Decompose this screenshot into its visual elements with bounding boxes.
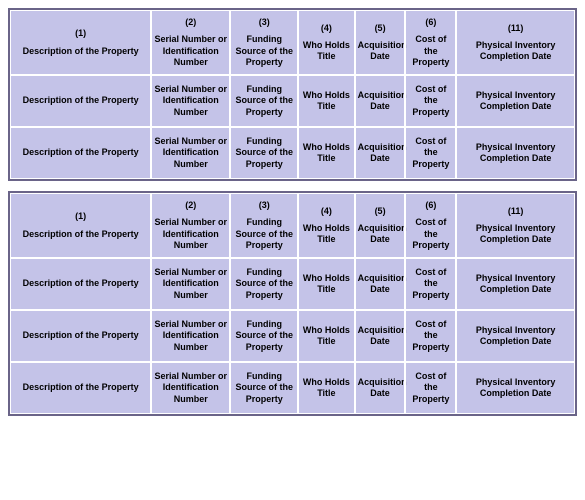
header-cell-serial: (2) Serial Number or Identification Numbe… [151,193,230,258]
header-cell-description: (1) Description of the Property [10,193,151,258]
col-label: Acquisition Date [358,40,407,61]
col-num: (2) [154,17,227,28]
col-label: Acquisition Date [358,223,407,244]
col-label: Funding Source of the Property [235,217,293,250]
property-table-1: (1) Description of the Property (2) Serial… [8,8,577,181]
cell-title: Who Holds Title [298,127,355,179]
cell-cost: Cost of the Property [405,362,456,414]
cell-serial: Serial Number or Identification Number [151,258,230,310]
cell-funding: Funding Source of the Property [230,127,298,179]
cell-description: Description of the Property [10,75,151,127]
col-label: Cost of the Property [412,34,449,67]
cell-cost: Cost of the Property [405,127,456,179]
cell-description: Description of the Property [10,310,151,362]
col-label: Funding Source of the Property [235,34,293,67]
header-cell-title: (4) Who Holds Title [298,193,355,258]
property-table-2: (1) Description of the Property (2) Serial… [8,191,577,416]
col-label: Serial Number or Identification Number [155,217,228,250]
table-row: Description of the Property Serial Numbe… [10,127,575,179]
header-cell-inventory: (11) Physical Inventory Completion Date [456,193,575,258]
table-row: Description of the Property Serial Numbe… [10,310,575,362]
col-num: (4) [301,23,352,34]
col-num: (4) [301,206,352,217]
col-num: (11) [459,206,572,217]
cell-cost: Cost of the Property [405,258,456,310]
cell-serial: Serial Number or Identification Number [151,127,230,179]
table-row: Description of the Property Serial Numbe… [10,258,575,310]
cell-funding: Funding Source of the Property [230,258,298,310]
header-row: (1) Description of the Property (2) Serial… [10,10,575,75]
col-label: Description of the Property [23,229,139,239]
header-cell-inventory: (11) Physical Inventory Completion Date [456,10,575,75]
cell-inventory: Physical Inventory Completion Date [456,127,575,179]
header-cell-funding: (3) Funding Source of the Property [230,193,298,258]
cell-title: Who Holds Title [298,362,355,414]
header-cell-serial: (2) Serial Number or Identification Numbe… [151,10,230,75]
header-cell-cost: (6) Cost of the Property [405,10,456,75]
cell-acquisition: Acquisition Date [355,310,406,362]
cell-cost: Cost of the Property [405,310,456,362]
col-num: (11) [459,23,572,34]
cell-funding: Funding Source of the Property [230,362,298,414]
col-num: (3) [233,200,295,211]
header-cell-cost: (6) Cost of the Property [405,193,456,258]
cell-acquisition: Acquisition Date [355,127,406,179]
cell-title: Who Holds Title [298,310,355,362]
cell-description: Description of the Property [10,127,151,179]
cell-acquisition: Acquisition Date [355,362,406,414]
col-num: (3) [233,17,295,28]
cell-inventory: Physical Inventory Completion Date [456,310,575,362]
cell-serial: Serial Number or Identification Number [151,75,230,127]
col-num: (6) [408,200,453,211]
header-row: (1) Description of the Property (2) Serial… [10,193,575,258]
col-num: (6) [408,17,453,28]
cell-inventory: Physical Inventory Completion Date [456,258,575,310]
col-num: (5) [358,206,403,217]
col-label: Who Holds Title [303,223,350,244]
cell-cost: Cost of the Property [405,75,456,127]
col-num: (1) [13,28,148,39]
cell-inventory: Physical Inventory Completion Date [456,75,575,127]
cell-serial: Serial Number or Identification Number [151,362,230,414]
col-label: Physical Inventory Completion Date [476,40,556,61]
cell-funding: Funding Source of the Property [230,75,298,127]
table-row: Description of the Property Serial Numbe… [10,362,575,414]
col-num: (1) [13,211,148,222]
cell-description: Description of the Property [10,362,151,414]
cell-acquisition: Acquisition Date [355,258,406,310]
col-label: Physical Inventory Completion Date [476,223,556,244]
header-cell-title: (4) Who Holds Title [298,10,355,75]
header-cell-description: (1) Description of the Property [10,10,151,75]
col-num: (2) [154,200,227,211]
col-label: Cost of the Property [412,217,449,250]
header-cell-acquisition: (5) Acquisition Date [355,193,406,258]
cell-title: Who Holds Title [298,258,355,310]
col-label: Who Holds Title [303,40,350,61]
header-cell-funding: (3) Funding Source of the Property [230,10,298,75]
cell-title: Who Holds Title [298,75,355,127]
table-row: Description of the Property Serial Numbe… [10,75,575,127]
col-label: Description of the Property [23,46,139,56]
cell-description: Description of the Property [10,258,151,310]
cell-inventory: Physical Inventory Completion Date [456,362,575,414]
cell-funding: Funding Source of the Property [230,310,298,362]
col-label: Serial Number or Identification Number [155,34,228,67]
cell-acquisition: Acquisition Date [355,75,406,127]
header-cell-acquisition: (5) Acquisition Date [355,10,406,75]
col-num: (5) [358,23,403,34]
cell-serial: Serial Number or Identification Number [151,310,230,362]
